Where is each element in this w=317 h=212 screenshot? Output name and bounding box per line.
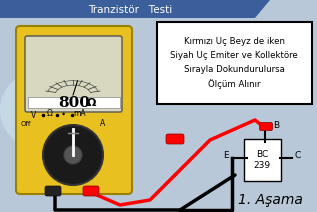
FancyBboxPatch shape bbox=[83, 186, 99, 196]
Text: E: E bbox=[223, 151, 229, 159]
Text: C: C bbox=[295, 151, 301, 159]
Circle shape bbox=[0, 72, 76, 148]
Text: A: A bbox=[100, 120, 106, 128]
Text: B: B bbox=[273, 120, 279, 130]
FancyBboxPatch shape bbox=[157, 22, 312, 104]
Polygon shape bbox=[0, 0, 270, 18]
Text: Ω: Ω bbox=[47, 110, 53, 119]
Circle shape bbox=[64, 146, 82, 164]
Text: 1. Aşama: 1. Aşama bbox=[237, 193, 302, 207]
Text: BC
239: BC 239 bbox=[253, 150, 271, 170]
Circle shape bbox=[43, 125, 103, 185]
Text: 800: 800 bbox=[58, 96, 90, 110]
FancyBboxPatch shape bbox=[28, 97, 120, 108]
FancyBboxPatch shape bbox=[166, 134, 184, 144]
Text: Kırmızı Uç Beyz de iken
Siyah Uç Emiter ve Kollektöre
Sırayla Dokundurulursa
Ölç: Kırmızı Uç Beyz de iken Siyah Uç Emiter … bbox=[170, 37, 298, 89]
FancyBboxPatch shape bbox=[244, 139, 281, 181]
Text: mA: mA bbox=[74, 110, 86, 119]
Text: Ω: Ω bbox=[86, 98, 96, 108]
Text: ◆: ◆ bbox=[62, 112, 66, 116]
FancyBboxPatch shape bbox=[45, 186, 61, 196]
FancyBboxPatch shape bbox=[25, 36, 122, 112]
FancyBboxPatch shape bbox=[16, 26, 132, 194]
Text: Tranzistör   Testi: Tranzistör Testi bbox=[88, 5, 172, 15]
FancyBboxPatch shape bbox=[260, 123, 273, 131]
Text: V: V bbox=[31, 110, 37, 120]
Text: Off: Off bbox=[21, 121, 31, 127]
